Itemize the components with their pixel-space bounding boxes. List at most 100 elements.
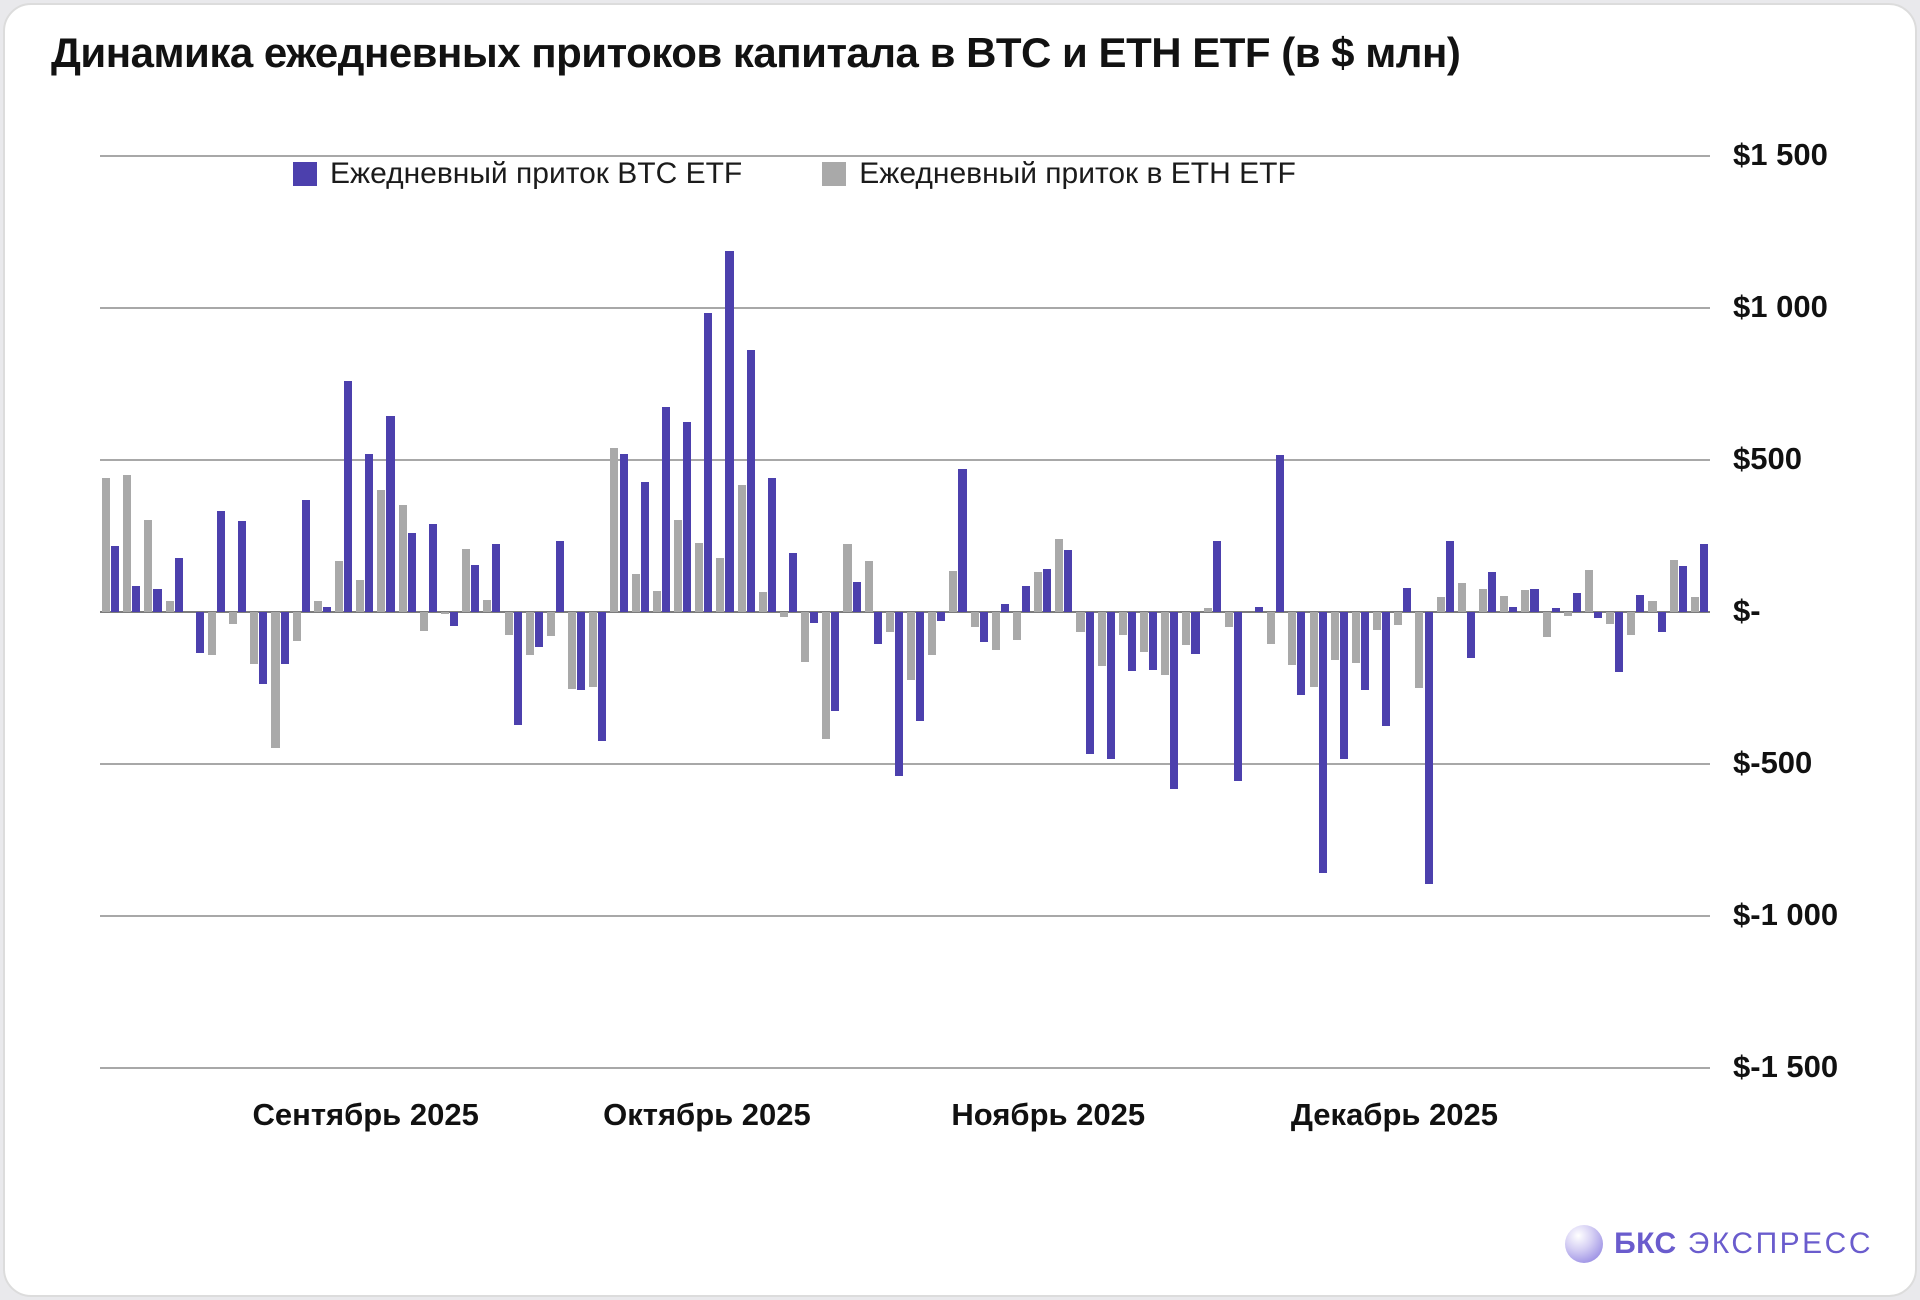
btc-bar xyxy=(1593,612,1603,619)
btc-bar xyxy=(1064,549,1073,612)
btc-bar xyxy=(1191,612,1200,654)
eth-bar xyxy=(1161,612,1170,675)
btc-bar xyxy=(1572,592,1581,612)
eth-bar xyxy=(1457,583,1466,612)
btc-bar xyxy=(1255,607,1264,612)
eth-bar xyxy=(1034,572,1043,612)
btc-bar xyxy=(1615,612,1624,673)
legend-item-btc: Ежедневный приток BTC ETF xyxy=(293,157,742,191)
eth-bar xyxy=(1563,612,1572,616)
eth-bar xyxy=(1203,608,1212,612)
btc-bar xyxy=(322,606,331,612)
gridline xyxy=(100,155,1710,157)
bks-express-logo: БКС ЭКСПРЕСС xyxy=(1565,1225,1873,1263)
btc-bar xyxy=(1403,588,1412,612)
btc-bar xyxy=(1170,612,1179,789)
eth-bar xyxy=(1500,595,1509,612)
eth-bar xyxy=(1076,612,1085,632)
eth-bar xyxy=(207,612,216,655)
btc-bar xyxy=(1000,604,1009,612)
eth-bar xyxy=(229,612,238,624)
btc-bar xyxy=(1297,612,1306,695)
x-axis-month-label: Ноябрь 2025 xyxy=(951,1097,1146,1132)
eth-bar xyxy=(292,612,301,641)
eth-bar xyxy=(1669,560,1678,612)
eth-bar xyxy=(907,612,916,680)
eth-bar xyxy=(885,612,894,632)
y-axis-tick-label: $1 000 xyxy=(1733,289,1828,324)
eth-bar xyxy=(398,504,407,612)
eth-bar xyxy=(144,519,153,612)
btc-bar xyxy=(810,612,819,623)
btc-bar xyxy=(979,612,988,642)
eth-bar xyxy=(1415,612,1424,689)
gridline xyxy=(100,763,1710,765)
btc-bar xyxy=(365,453,374,612)
eth-bar xyxy=(1140,612,1149,652)
eth-bar xyxy=(949,570,958,612)
btc-bar xyxy=(555,540,565,612)
eth-bar xyxy=(250,612,259,664)
gridline xyxy=(100,915,1710,917)
eth-bar xyxy=(1373,612,1382,631)
logo-text-bold: БКС xyxy=(1614,1227,1677,1260)
eth-bar xyxy=(1542,612,1551,637)
btc-bar xyxy=(1360,612,1370,690)
eth-bar xyxy=(758,592,767,612)
btc-bar xyxy=(1339,612,1348,760)
eth-bar xyxy=(1224,612,1233,627)
eth-bar xyxy=(1012,612,1021,641)
y-axis-tick-label: $-1 500 xyxy=(1733,1049,1839,1084)
eth-bar xyxy=(1521,590,1530,612)
btc-bar xyxy=(1043,568,1052,612)
btc-bar xyxy=(661,407,670,612)
eth-bar xyxy=(1606,612,1615,624)
eth-bar xyxy=(737,485,746,612)
eth-bar xyxy=(991,612,1000,650)
eth-swatch-icon xyxy=(822,162,847,186)
x-axis-month-label: Декабрь 2025 xyxy=(1290,1097,1499,1132)
eth-bar xyxy=(610,447,619,612)
eth-bar xyxy=(123,475,132,612)
y-axis-tick-label: $-1 000 xyxy=(1733,897,1839,932)
eth-bar xyxy=(970,612,979,627)
btc-bar xyxy=(683,422,692,612)
legend: Ежедневный приток BTC ETF Ежедневный при… xyxy=(293,157,1296,191)
btc-bar xyxy=(1699,543,1708,612)
eth-bar xyxy=(1394,612,1403,626)
eth-bar xyxy=(1118,612,1127,636)
btc-bar xyxy=(428,524,437,612)
btc-bar xyxy=(767,478,776,612)
eth-bar xyxy=(1436,597,1445,612)
btc-bar xyxy=(492,543,501,612)
btc-bar xyxy=(1445,541,1454,612)
y-axis-tick-label: $1 500 xyxy=(1733,137,1828,172)
eth-bar xyxy=(1478,589,1488,612)
btc-bar xyxy=(916,612,925,721)
gridline xyxy=(100,307,1710,309)
eth-bar xyxy=(440,612,450,615)
x-axis-month-label: Октябрь 2025 xyxy=(603,1097,811,1132)
eth-bar xyxy=(271,612,280,749)
eth-bar xyxy=(1690,597,1699,612)
btc-bar xyxy=(450,612,459,626)
chart-card: Динамика ежедневных притоков капитала в … xyxy=(3,3,1917,1297)
gridline xyxy=(100,459,1710,461)
btc-bar xyxy=(1149,612,1158,670)
legend-label-btc: Ежедневный приток BTC ETF xyxy=(330,157,743,190)
btc-bar xyxy=(238,520,247,612)
eth-bar xyxy=(716,558,725,612)
y-axis-tick-label: $- xyxy=(1733,593,1761,628)
eth-bar xyxy=(801,612,810,663)
btc-bar xyxy=(725,250,734,612)
btc-bar xyxy=(344,380,353,612)
eth-bar xyxy=(652,590,661,612)
btc-bar xyxy=(852,582,861,612)
eth-bar xyxy=(1182,612,1191,646)
btc-bar xyxy=(894,612,903,776)
eth-bar xyxy=(165,601,174,612)
btc-bar xyxy=(1382,612,1391,726)
btc-bar xyxy=(1318,612,1327,874)
eth-bar xyxy=(313,601,322,612)
btc-bar xyxy=(746,349,755,612)
